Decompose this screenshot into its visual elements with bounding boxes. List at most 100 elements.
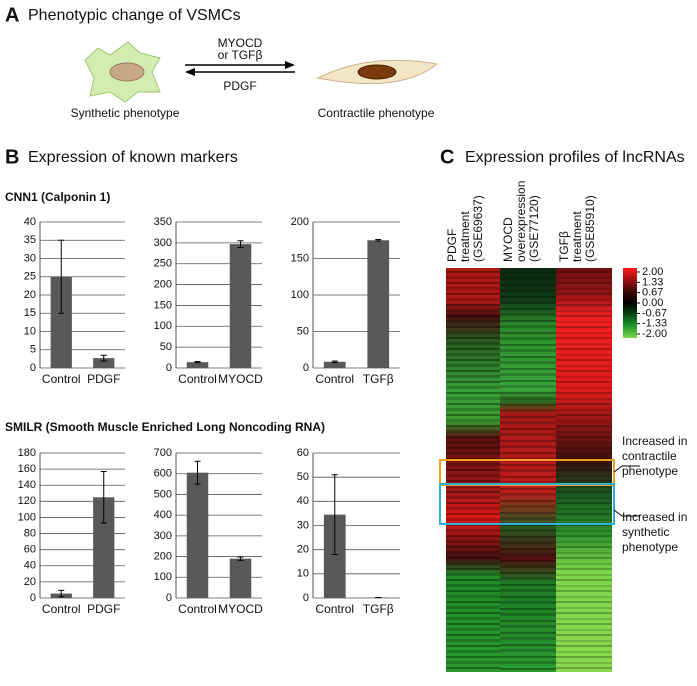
arrowhead (185, 68, 195, 76)
x-tick-label: Control (315, 602, 354, 616)
x-tick-label: Control (178, 602, 217, 616)
y-tick-label: 600 (154, 468, 172, 480)
bar (93, 358, 115, 368)
annotation: phenotype (622, 540, 678, 554)
panel-title: Expression profiles of lncRNAs (465, 149, 685, 166)
column-header: TGFβ (557, 231, 571, 262)
heatmap-column (556, 268, 612, 672)
bar (93, 497, 115, 598)
y-tick-label: 20 (24, 289, 36, 301)
color-tick-label: 2.00 (642, 266, 663, 278)
row-title: CNN1 (Calponin 1) (5, 190, 110, 204)
y-tick-label: 200 (154, 278, 172, 290)
y-tick-label: 25 (24, 271, 36, 283)
column-header: (GSE77120) (527, 195, 541, 262)
arrow-label: or TGFβ (218, 48, 263, 62)
y-tick-label: 0 (303, 362, 309, 374)
x-tick-label: Control (178, 372, 217, 386)
x-tick-label: Control (315, 372, 354, 386)
y-tick-label: 120 (18, 495, 36, 507)
column-header: (GSE85910) (583, 195, 597, 262)
color-tick-label: 1.33 (642, 276, 663, 288)
bar (229, 558, 252, 598)
bar (323, 361, 346, 368)
y-tick-label: 20 (297, 544, 309, 556)
y-tick-label: 300 (154, 237, 172, 249)
y-tick-label: 50 (297, 471, 309, 483)
y-tick-label: 200 (154, 550, 172, 562)
column-header: PDGF (445, 229, 459, 262)
callout-line (613, 509, 640, 517)
y-tick-label: 0 (303, 592, 309, 604)
y-tick-label: 300 (154, 530, 172, 542)
x-tick-label: PDGF (87, 602, 120, 616)
highlight-box (439, 483, 615, 525)
y-tick-label: 350 (154, 216, 172, 228)
y-tick-label: 60 (297, 447, 309, 459)
nucleus (357, 64, 397, 80)
color-tick-label: -2.00 (642, 328, 667, 340)
panel-title: Expression of known markers (28, 149, 238, 166)
color-tick-label: 0.00 (642, 297, 663, 309)
y-tick-label: 500 (154, 488, 172, 500)
y-tick-label: 0 (30, 362, 36, 374)
x-tick-label: TGFβ (363, 372, 394, 386)
bar (229, 244, 252, 368)
bar (367, 240, 390, 368)
y-tick-label: 150 (291, 252, 309, 264)
bar (186, 362, 209, 368)
column-header: treatment (570, 211, 584, 262)
y-tick-label: 160 (18, 463, 36, 475)
panel-label: C (440, 146, 454, 168)
column-header: treatment (458, 211, 472, 262)
color-bar (623, 268, 637, 338)
annotation: phenotype (622, 464, 678, 478)
column-header: overexpression (514, 181, 528, 262)
x-tick-label: MYOCD (218, 602, 263, 616)
annotation: synthetic (622, 525, 669, 539)
x-tick-label: TGFβ (363, 602, 394, 616)
y-tick-label: 0 (166, 592, 172, 604)
arrow-label: PDGF (223, 79, 256, 93)
y-tick-label: 100 (154, 320, 172, 332)
bar (50, 276, 72, 368)
panel-label: B (5, 146, 19, 168)
y-tick-label: 30 (24, 252, 36, 264)
arrow-label: MYOCD (218, 36, 263, 50)
y-tick-label: 60 (24, 544, 36, 556)
y-tick-label: 10 (297, 568, 309, 580)
y-tick-label: 40 (297, 495, 309, 507)
bar (186, 472, 209, 598)
panel-label: A (5, 4, 19, 26)
color-tick-label: -1.33 (642, 318, 667, 330)
x-tick-label: MYOCD (218, 372, 263, 386)
y-tick-label: 100 (291, 289, 309, 301)
y-tick-label: 140 (18, 479, 36, 491)
y-tick-label: 0 (166, 362, 172, 374)
y-tick-label: 35 (24, 234, 36, 246)
y-tick-label: 150 (154, 299, 172, 311)
cell-caption: Contractile phenotype (318, 106, 435, 120)
y-tick-label: 250 (154, 258, 172, 270)
y-tick-label: 80 (24, 527, 36, 539)
cell-caption: Synthetic phenotype (71, 106, 180, 120)
arrowhead (285, 61, 295, 69)
callout-line (613, 465, 640, 473)
y-tick-label: 30 (297, 519, 309, 531)
panel-title: Phenotypic change of VSMCs (28, 7, 241, 24)
y-tick-label: 100 (18, 511, 36, 523)
y-tick-label: 20 (24, 576, 36, 588)
y-tick-label: 5 (30, 344, 36, 356)
y-tick-label: 10 (24, 325, 36, 337)
x-tick-label: Control (42, 602, 81, 616)
annotation: Increased in (622, 434, 687, 448)
y-tick-label: 50 (160, 341, 172, 353)
y-tick-label: 200 (291, 216, 309, 228)
y-tick-label: 40 (24, 560, 36, 572)
y-tick-label: 15 (24, 307, 36, 319)
x-tick-label: Control (42, 372, 81, 386)
nucleus (109, 62, 145, 82)
x-tick-label: PDGF (87, 372, 120, 386)
color-tick-label: -0.67 (642, 307, 667, 319)
